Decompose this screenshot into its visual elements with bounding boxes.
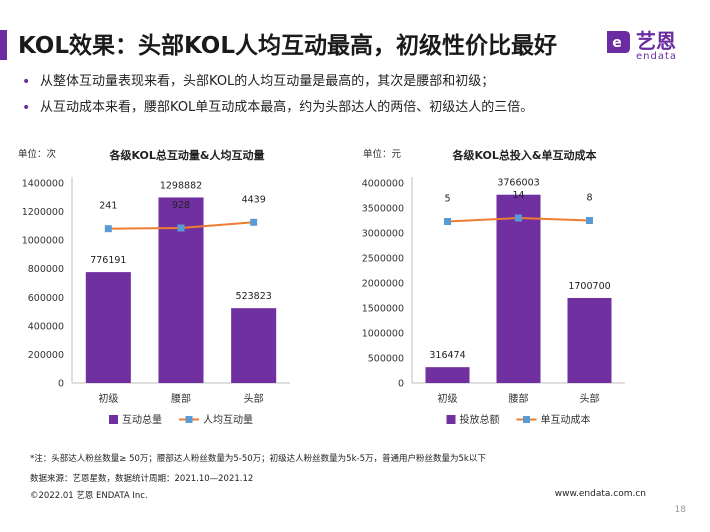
- y-tick-label: 2500000: [362, 254, 404, 265]
- bar-data-label: 316474: [429, 350, 465, 361]
- bar-data-label: 1700700: [568, 281, 610, 292]
- line-point-marker: [104, 225, 112, 233]
- y-tick-label: 400000: [28, 321, 64, 332]
- x-tick-label: 头部: [580, 392, 600, 405]
- title-accent-bar: [0, 30, 7, 60]
- y-tick-label: 800000: [28, 264, 64, 275]
- bar-互动总量: [231, 308, 277, 383]
- legend-swatch-marker: [523, 416, 530, 423]
- legend-swatch-bar: [446, 415, 456, 424]
- x-tick-label: 初级: [438, 392, 458, 405]
- line-data-label: 14: [512, 190, 524, 201]
- bullet-text: 从互动成本来看，腰部KOL单互动成本最高，约为头部达人的两倍、初级达人的三倍。: [40, 100, 534, 115]
- bullet-item: • 从整体互动量表现来看，头部KOL的人均互动量是最高的，其次是腰部和初级；: [22, 72, 533, 98]
- line-point-marker: [177, 224, 185, 232]
- y-tick-label: 1400000: [22, 179, 64, 190]
- line-point-marker: [515, 214, 522, 222]
- bar-data-label: 1298882: [160, 180, 202, 191]
- x-tick-label: 腰部: [509, 392, 529, 405]
- y-tick-label: 3000000: [362, 229, 404, 240]
- line-data-label: 4439: [242, 194, 266, 205]
- chart-interaction: 单位：次 各级KOL总互动量&人均互动量 0 200000 400000 600000 80…: [10, 140, 350, 440]
- chart-investment-svg: 单位：元 各级KOL总投入&单互动成本 0 500000 1000000 1500000 2…: [362, 148, 625, 426]
- bullet-dot-icon: •: [22, 100, 31, 116]
- x-tick-label: 头部: [244, 392, 264, 405]
- line-data-label: 241: [99, 201, 117, 212]
- legend-label: 投放总额: [460, 413, 500, 426]
- legend-swatch-marker: [185, 416, 193, 423]
- legend-label: 人均互动量: [203, 414, 253, 426]
- unit-label: 单位：次: [18, 148, 57, 160]
- bar-投放总额: [496, 194, 541, 383]
- legend-label: 互动总量: [122, 413, 162, 426]
- chart-investment: 单位：元 各级KOL总投入&单互动成本 0 500000 1000000 1500000 2…: [355, 140, 695, 440]
- line-data-label: 5: [444, 194, 450, 205]
- logo-text-en: endata: [636, 51, 678, 62]
- bar-data-label: 523823: [236, 291, 272, 302]
- y-tick-label: 500000: [368, 354, 404, 365]
- chart-title: 各级KOL总互动量&人均互动量: [109, 148, 265, 162]
- y-tick-label: 0: [398, 379, 404, 390]
- x-tick-label: 腰部: [171, 392, 191, 405]
- summary-bullets: • 从整体互动量表现来看，头部KOL的人均互动量是最高的，其次是腰部和初级； •…: [22, 72, 533, 124]
- y-tick-label: 4000000: [362, 179, 404, 190]
- copyright: ©2022.01 艺恩 ENDATA Inc.: [30, 491, 148, 501]
- y-tick-label: 3500000: [362, 204, 404, 215]
- bar-投放总额: [425, 367, 470, 383]
- logo-text-cn: 艺恩: [636, 29, 676, 53]
- chart-interaction-svg: 单位：次 各级KOL总互动量&人均互动量 0 200000 400000 600000 80…: [18, 148, 290, 426]
- bullet-text: 从整体互动量表现来看，头部KOL的人均互动量是最高的，其次是腰部和初级；: [40, 74, 495, 89]
- footnote: *注：头部达人粉丝数量≥ 50万；腰部达人粉丝数量为5-50万；初级达人粉丝数量…: [30, 454, 486, 464]
- y-tick-label: 1000000: [362, 329, 404, 340]
- line-data-label: 8: [586, 193, 592, 204]
- line-point-marker: [586, 217, 593, 224]
- line-point-marker: [444, 218, 451, 225]
- bar-投放总额: [567, 297, 612, 383]
- legend-label: 单互动成本: [541, 413, 591, 426]
- endata-logo-icon: e: [607, 31, 630, 53]
- bar-互动总量: [85, 272, 131, 383]
- svg-text:e: e: [612, 35, 622, 51]
- website-link[interactable]: www.endata.com.cn: [554, 489, 646, 499]
- data-source: 数据来源：艺恩星数，数据统计周期：2021.10—2021.12: [30, 474, 254, 484]
- x-tick-label: 初级: [98, 392, 118, 405]
- y-tick-label: 0: [58, 379, 64, 390]
- page-title: KOL效果：头部KOL人均互动最高，初级性价比最好: [18, 33, 557, 59]
- bar-data-label: 776191: [90, 255, 126, 266]
- legend-swatch-bar: [109, 415, 118, 424]
- bullet-item: • 从互动成本来看，腰部KOL单互动成本最高，约为头部达人的两倍、初级达人的三倍…: [22, 98, 533, 124]
- page-number: 18: [674, 505, 686, 515]
- brand-logo: e 艺恩 endata: [603, 24, 703, 64]
- y-tick-label: 600000: [28, 293, 64, 304]
- unit-label: 单位：元: [363, 148, 402, 160]
- y-tick-label: 200000: [28, 350, 64, 361]
- y-tick-label: 2000000: [362, 279, 404, 290]
- bar-data-label: 3766003: [497, 178, 539, 189]
- chart-title: 各级KOL总投入&单互动成本: [452, 148, 597, 162]
- y-tick-label: 1000000: [22, 236, 64, 247]
- y-tick-label: 1200000: [22, 207, 64, 218]
- y-tick-label: 1500000: [362, 304, 404, 315]
- line-point-marker: [250, 218, 258, 226]
- bullet-dot-icon: •: [22, 74, 31, 90]
- line-data-label: 928: [172, 200, 190, 211]
